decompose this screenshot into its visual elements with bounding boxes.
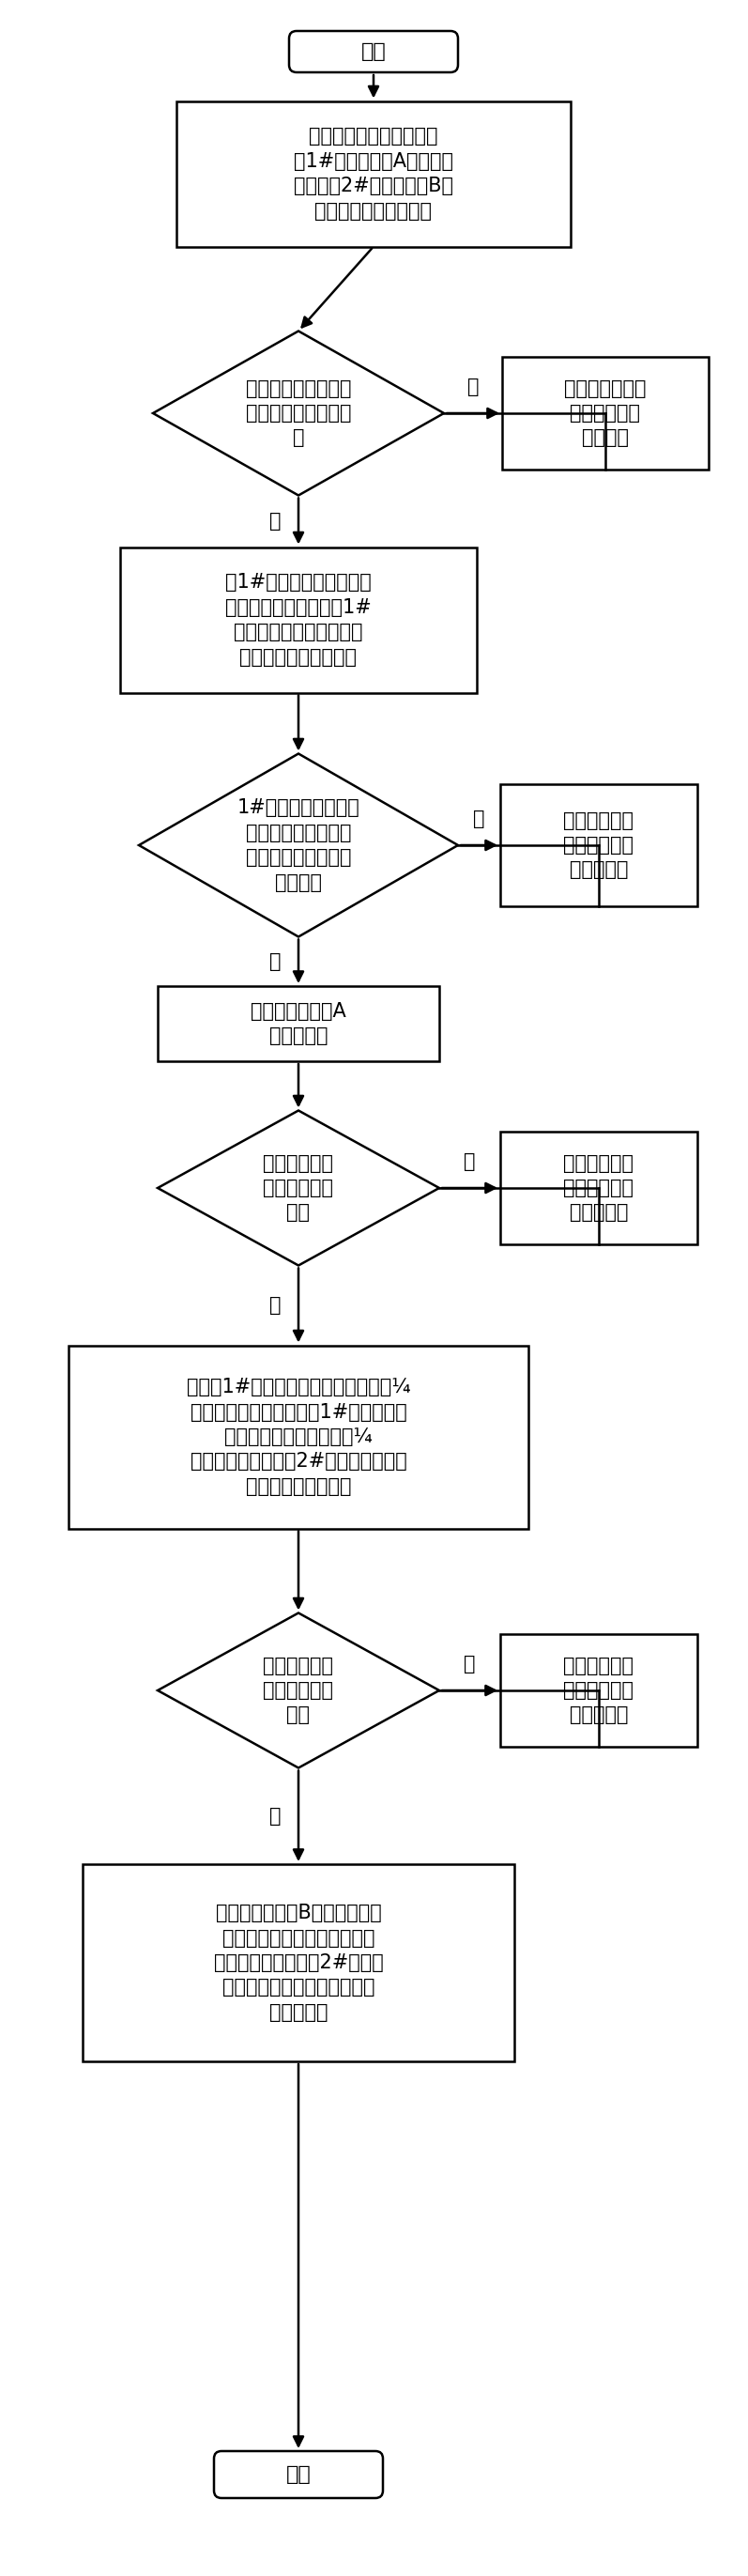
Bar [82,1865,515,2061]
Text: 开始: 开始 [361,41,386,62]
Text: 继续检测，直
到负荷侧出线
的电压过零: 继续检测，直 到负荷侧出线 的电压过零 [563,1656,634,1723]
FancyBboxPatch shape [289,31,458,72]
Text: 继续向1#转换电路的双向晶闸管发出¼
正弦导通信号，之后停止1#转换电路的
双向晶闸管的信号，延迟¼
个正弦导通信号，向2#转换电路的双向
晶闸管发出导通信号: 继续向1#转换电路的双向晶闸管发出¼ 正弦导通信号，之后停止1#转换电路的 双向… [186,1378,411,1497]
Text: 是: 是 [270,1806,281,1826]
Polygon shape [158,1613,439,1767]
Text: 是: 是 [270,513,281,531]
Text: 过零检测器检测负荷
侧出线的电压是否过
零: 过零检测器检测负荷 侧出线的电压是否过 零 [245,379,352,448]
Bar [158,987,439,1061]
Text: 检测负荷侧出
线的电压是否
过零: 检测负荷侧出 线的电压是否 过零 [263,1154,334,1221]
Bar [500,1633,697,1747]
Polygon shape [153,332,444,495]
Text: 是: 是 [270,953,281,971]
Text: 否: 否 [464,1654,476,1674]
Text: 1#转换电路的双向晶
闸管运行稳定后，检
测负荷侧出线的电流
是否过零: 1#转换电路的双向晶 闸管运行稳定后，检 测负荷侧出线的电流 是否过零 [237,799,360,891]
Text: 继续检测，直
到负荷侧出线
的电流过零: 继续检测，直 到负荷侧出线 的电流过零 [563,811,634,878]
Bar [502,358,708,469]
Bar [120,546,476,693]
Polygon shape [139,755,458,938]
Text: 结束: 结束 [286,2465,311,2483]
Text: 向1#转换电路的双向晶闸
管发出导通信号，触发1#
转换电路的双向晶闸管导
通，同时辅助开关闭合: 向1#转换电路的双向晶闸 管发出导通信号，触发1# 转换电路的双向晶闸管导 通，… [225,574,372,667]
Text: 检测负荷侧出
线的电压是否
过零: 检测负荷侧出 线的电压是否 过零 [263,1656,334,1723]
Text: 调相选择控制器发出信号
，1#转换电路的A相单相可
控开关和2#转换电路的B相
单相可控开关同时闭合: 调相选择控制器发出信号 ，1#转换电路的A相单相可 控开关和2#转换电路的B相 … [294,126,453,222]
Text: 继续检测，直
到负荷侧出线
的电压过零: 继续检测，直 到负荷侧出线 的电压过零 [563,1154,634,1221]
Bar [500,783,697,907]
Text: 否: 否 [468,379,479,397]
Text: 是: 是 [270,1296,281,1314]
Text: 控制开关器中的A
相开关断开: 控制开关器中的A 相开关断开 [251,1002,346,1046]
Bar [69,1345,528,1528]
Bar [500,1131,697,1244]
Text: 否: 否 [464,1151,476,1172]
Text: 否: 否 [473,809,485,829]
FancyBboxPatch shape [214,2452,383,2499]
Text: 继续检测，直到
负荷侧出线的
电压过零: 继续检测，直到 负荷侧出线的 电压过零 [564,379,646,448]
Polygon shape [158,1110,439,1265]
Text: 控制开关器中的B相开关闭合，
待运行稳定后（电压与设备进
线电压相同），停止2#转换电
路的双向晶闸管信号，同时断
开辅助开关: 控制开关器中的B相开关闭合， 待运行稳定后（电压与设备进 线电压相同），停止2#… [214,1904,383,2022]
Bar [177,100,571,247]
